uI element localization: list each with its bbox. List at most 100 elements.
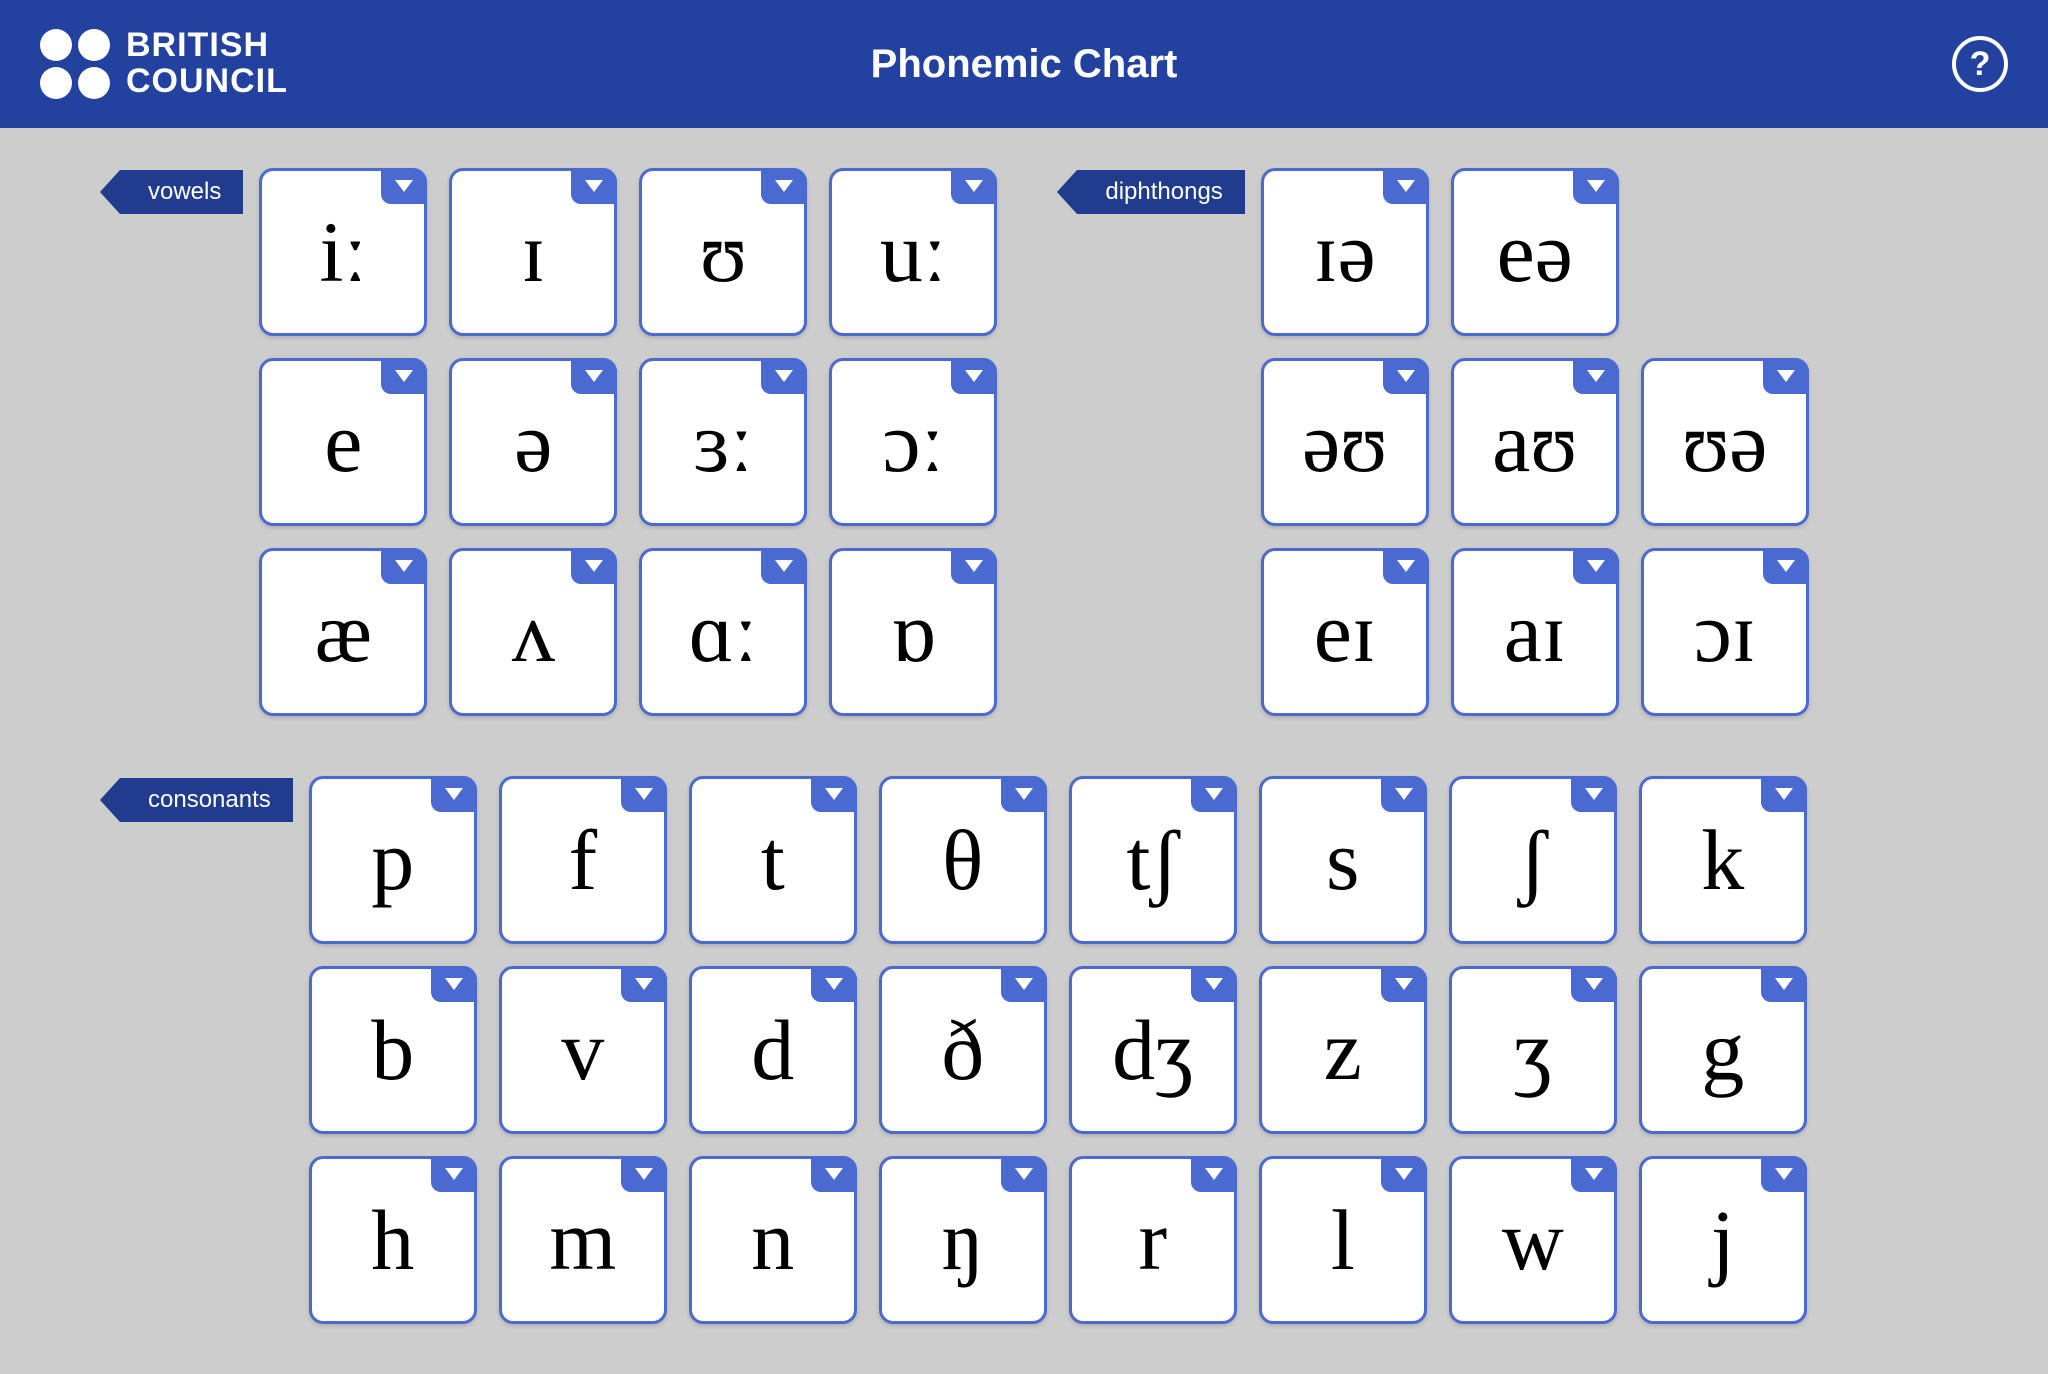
chevron-down-icon[interactable] [621,966,667,1002]
diphthongs-card-0-1[interactable]: eə [1451,168,1619,336]
consonants-card-2-3[interactable]: ŋ [879,1156,1047,1324]
chevron-down-icon[interactable] [811,1156,857,1192]
consonants-card-0-7[interactable]: k [1639,776,1807,944]
vowels-card-0-0[interactable]: iː [259,168,427,336]
chevron-down-icon[interactable] [1001,1156,1047,1192]
phoneme-symbol: əʊ [1302,399,1387,485]
diphthongs-card-1-1[interactable]: aʊ [1451,358,1619,526]
chevron-down-icon[interactable] [1383,168,1429,204]
chevron-down-icon[interactable] [761,168,807,204]
vowels-card-0-2[interactable]: ʊ [639,168,807,336]
diphthongs-card-2-1[interactable]: aɪ [1451,548,1619,716]
vowels-grid: iːɪʊuː eəɜːɔː æʌɑːɒ [259,168,997,716]
consonants-card-0-3[interactable]: θ [879,776,1047,944]
consonants-card-2-4[interactable]: r [1069,1156,1237,1324]
help-icon: ? [1970,45,1991,84]
upper-chart-area: vowels iːɪʊuːeəɜːɔːæʌɑːɒ diphthongs ɪəeə… [120,168,1928,716]
vowels-card-2-2[interactable]: ɑː [639,548,807,716]
chevron-down-icon[interactable] [761,358,807,394]
diphthongs-card-2-0[interactable]: eɪ [1261,548,1429,716]
phoneme-symbol: v [561,1007,604,1093]
vowels-card-2-1[interactable]: ʌ [449,548,617,716]
chevron-down-icon[interactable] [1383,358,1429,394]
chevron-down-icon[interactable] [381,548,427,584]
consonants-card-1-4[interactable]: dʒ [1069,966,1237,1134]
chevron-down-icon[interactable] [1573,358,1619,394]
chevron-down-icon[interactable] [1191,776,1237,812]
vowels-card-0-3[interactable]: uː [829,168,997,336]
consonants-card-1-7[interactable]: g [1639,966,1807,1134]
chevron-down-icon[interactable] [1001,966,1047,1002]
chevron-down-icon[interactable] [1191,966,1237,1002]
chevron-down-icon[interactable] [1381,1156,1427,1192]
consonants-card-2-2[interactable]: n [689,1156,857,1324]
chevron-down-icon[interactable] [951,548,997,584]
consonants-card-0-4[interactable]: tʃ [1069,776,1237,944]
chevron-down-icon[interactable] [1381,966,1427,1002]
chevron-down-icon[interactable] [621,1156,667,1192]
consonants-card-1-2[interactable]: d [689,966,857,1134]
consonants-card-0-0[interactable]: p [309,776,477,944]
diphthongs-card-2-2[interactable]: ɔɪ [1641,548,1809,716]
chevron-down-icon[interactable] [1001,776,1047,812]
chevron-down-icon[interactable] [381,358,427,394]
consonants-card-1-5[interactable]: z [1259,966,1427,1134]
phoneme-symbol: d [751,1007,794,1093]
chevron-down-icon[interactable] [1571,1156,1617,1192]
chevron-down-icon[interactable] [811,966,857,1002]
chevron-down-icon[interactable] [1191,1156,1237,1192]
consonants-card-2-7[interactable]: j [1639,1156,1807,1324]
chevron-down-icon[interactable] [1383,548,1429,584]
chevron-down-icon[interactable] [1573,168,1619,204]
page-title: Phonemic Chart [871,42,1178,87]
chevron-down-icon[interactable] [1761,1156,1807,1192]
help-button[interactable]: ? [1952,36,2008,92]
vowels-card-1-3[interactable]: ɔː [829,358,997,526]
chevron-down-icon[interactable] [1761,966,1807,1002]
consonants-card-0-2[interactable]: t [689,776,857,944]
chevron-down-icon[interactable] [571,358,617,394]
diphthongs-card-0-0[interactable]: ɪə [1261,168,1429,336]
phoneme-symbol: j [1711,1197,1735,1283]
phoneme-symbol: t [761,817,785,903]
diphthongs-grid: ɪəeə əʊaʊʊə eɪaɪɔɪ [1261,168,1809,716]
diphthongs-card-1-2[interactable]: ʊə [1641,358,1809,526]
chevron-down-icon[interactable] [1763,358,1809,394]
chevron-down-icon[interactable] [381,168,427,204]
chevron-down-icon[interactable] [1761,776,1807,812]
consonants-card-2-1[interactable]: m [499,1156,667,1324]
chevron-down-icon[interactable] [621,776,667,812]
consonants-card-0-5[interactable]: s [1259,776,1427,944]
chevron-down-icon[interactable] [571,548,617,584]
vowels-card-1-2[interactable]: ɜː [639,358,807,526]
chevron-down-icon[interactable] [1573,548,1619,584]
consonants-card-2-0[interactable]: h [309,1156,477,1324]
chevron-down-icon[interactable] [761,548,807,584]
chevron-down-icon[interactable] [811,776,857,812]
consonants-card-2-6[interactable]: w [1449,1156,1617,1324]
vowels-card-1-1[interactable]: ə [449,358,617,526]
chevron-down-icon[interactable] [951,168,997,204]
vowels-card-0-1[interactable]: ɪ [449,168,617,336]
chevron-down-icon[interactable] [431,966,477,1002]
consonants-card-2-5[interactable]: l [1259,1156,1427,1324]
consonants-card-0-6[interactable]: ʃ [1449,776,1617,944]
vowels-card-1-0[interactable]: e [259,358,427,526]
chevron-down-icon[interactable] [1381,776,1427,812]
chevron-down-icon[interactable] [431,1156,477,1192]
consonants-card-1-0[interactable]: b [309,966,477,1134]
consonants-card-0-1[interactable]: f [499,776,667,944]
chevron-down-icon[interactable] [1571,966,1617,1002]
diphthongs-card-1-0[interactable]: əʊ [1261,358,1429,526]
vowels-card-2-3[interactable]: ɒ [829,548,997,716]
consonants-card-1-6[interactable]: ʒ [1449,966,1617,1134]
consonants-card-1-1[interactable]: v [499,966,667,1134]
chevron-down-icon[interactable] [951,358,997,394]
chevron-down-icon[interactable] [431,776,477,812]
chevron-down-icon[interactable] [1763,548,1809,584]
chevron-down-icon[interactable] [571,168,617,204]
consonants-card-1-3[interactable]: ð [879,966,1047,1134]
phoneme-symbol: eə [1497,209,1573,295]
vowels-card-2-0[interactable]: æ [259,548,427,716]
chevron-down-icon[interactable] [1571,776,1617,812]
